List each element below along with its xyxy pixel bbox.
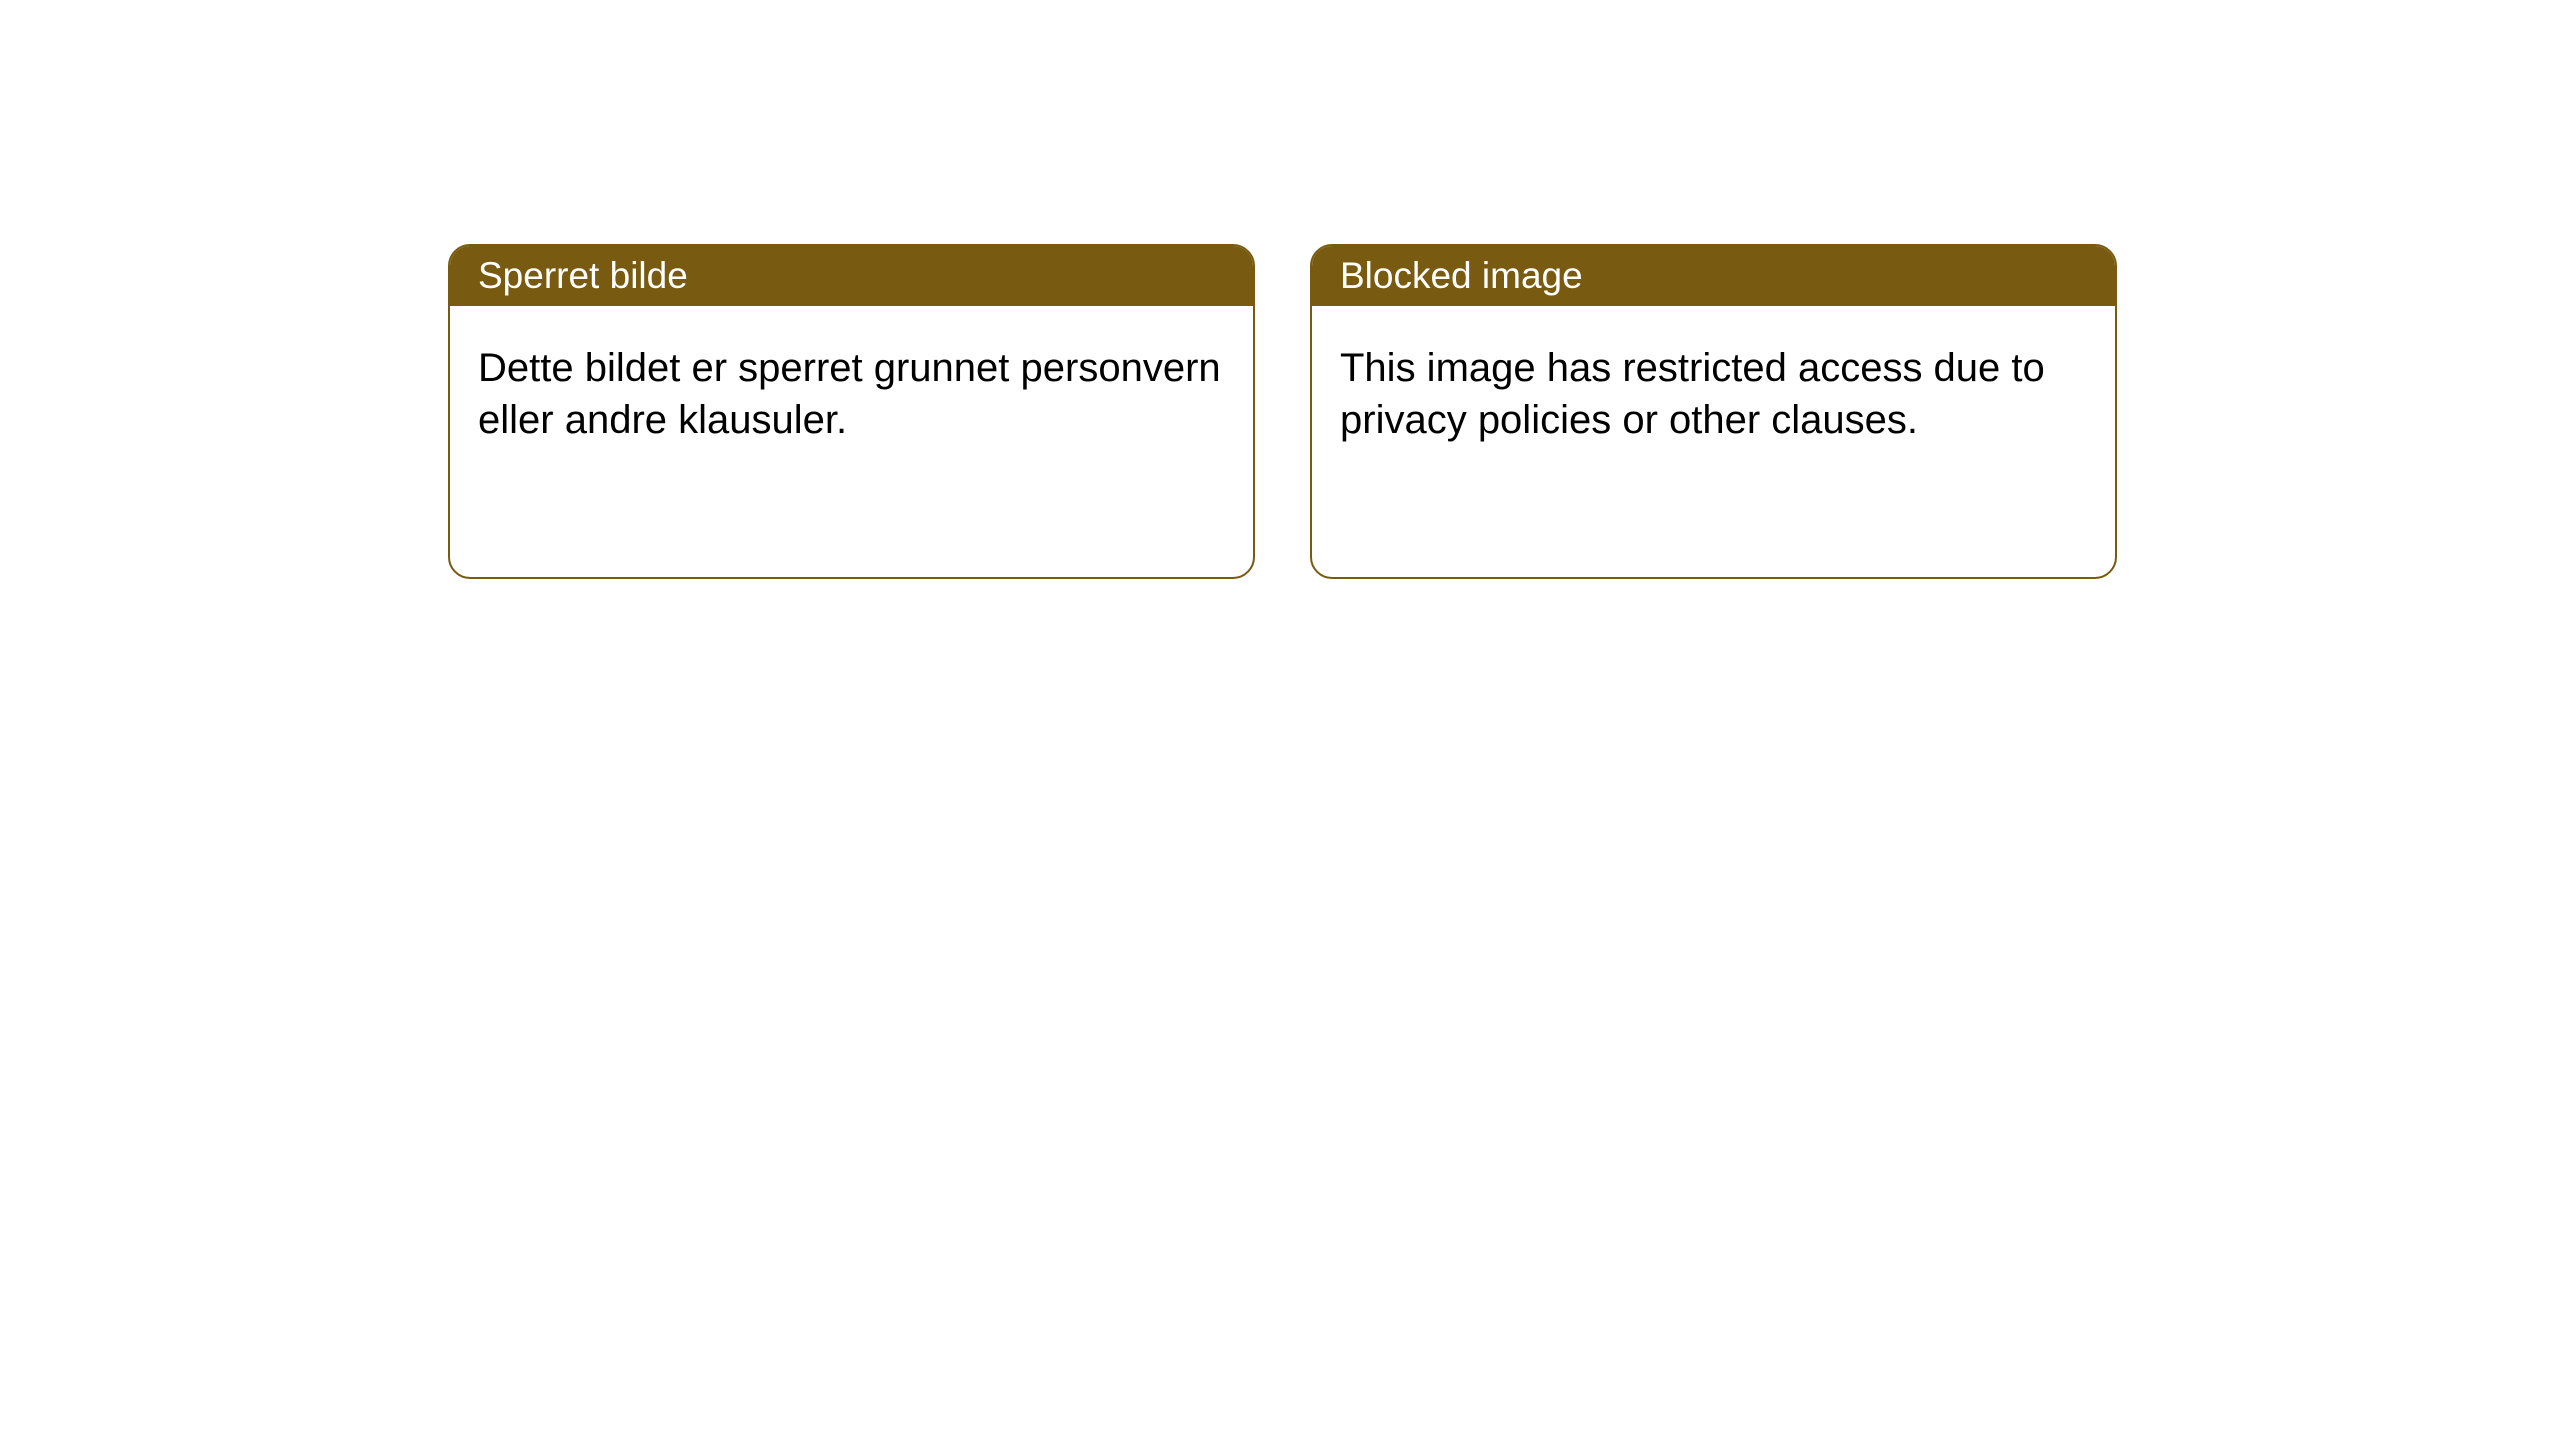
card-body: This image has restricted access due to …: [1312, 306, 2115, 482]
notice-cards-container: Sperret bilde Dette bildet er sperret gr…: [448, 244, 2117, 579]
card-header: Blocked image: [1312, 246, 2115, 306]
card-body-text: Dette bildet er sperret grunnet personve…: [478, 346, 1221, 442]
notice-card-norwegian: Sperret bilde Dette bildet er sperret gr…: [448, 244, 1255, 579]
card-title: Sperret bilde: [478, 255, 688, 297]
card-header: Sperret bilde: [450, 246, 1253, 306]
card-body: Dette bildet er sperret grunnet personve…: [450, 306, 1253, 482]
notice-card-english: Blocked image This image has restricted …: [1310, 244, 2117, 579]
card-title: Blocked image: [1340, 255, 1583, 297]
card-body-text: This image has restricted access due to …: [1340, 346, 2045, 442]
